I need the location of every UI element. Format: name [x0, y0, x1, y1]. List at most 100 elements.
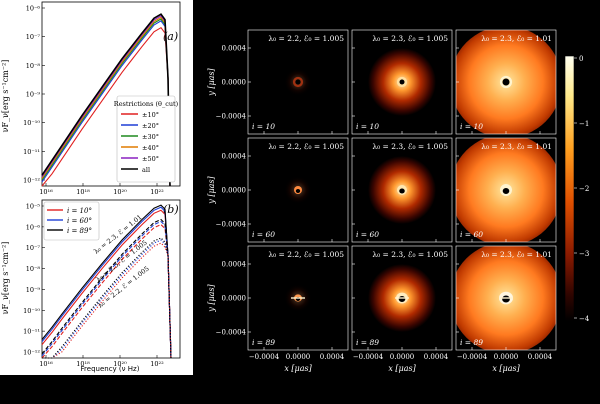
panel-b-ylabel: νF_ν[erg s⁻¹cm⁻²]: [1, 242, 10, 315]
legend-item-label: i = 10°: [67, 207, 92, 215]
grid-ytick: 0.0004: [222, 45, 247, 53]
grid-xtick: −0.0004: [457, 353, 488, 361]
panel-b-xlabel: Frequency (ν Hz): [81, 365, 140, 373]
grid-ytick: −0.0004: [216, 329, 247, 337]
colorbar-scale: [564, 55, 575, 322]
image-grid: y [μas] 0.0004 0.0000 −0.0004 y [μas] 0.0004 0…: [207, 29, 557, 373]
grid-ytick: 0.0000: [222, 187, 247, 195]
shadow: [399, 79, 405, 85]
grid-xtick: 0.0004: [528, 353, 553, 361]
colorbar-tick: −4: [579, 315, 590, 323]
grid-ytick: 0.0004: [222, 153, 247, 161]
panel-inclination: i = 89: [460, 338, 483, 347]
colorbar: 0 −1 −2 −3 −4 log₁₀(I/I₀): [564, 55, 599, 323]
panel-b-tag: (b): [163, 203, 179, 216]
panel-title: λ₀ = 2.2, ℰ₀ = 1.005: [268, 250, 344, 259]
panel-inclination: i = 89: [356, 338, 379, 347]
panel-inclination: i = 10: [460, 122, 483, 131]
ytick-label: 10⁻⁹: [26, 91, 41, 99]
grid-ytick: −0.0004: [216, 113, 247, 121]
xtick-label: 10²²: [150, 188, 164, 196]
ytick-label: 10⁻⁹: [26, 286, 41, 294]
panel-title: λ₀ = 2.3, ℰ₀ = 1.005: [372, 34, 448, 43]
grid-xtick: 0.0000: [390, 353, 415, 361]
panel-inclination: i = 10: [252, 122, 275, 131]
ytick-label: 10⁻⁵: [26, 203, 41, 211]
panel-title: λ₀ = 2.3, ℰ₀ = 1.01: [481, 34, 552, 43]
panel-b: 10⁻⁵ 10⁻⁶ 10⁻⁷ 10⁻⁸ 10⁻⁹ 10⁻¹⁰ 10⁻¹¹ 10⁻¹² 10¹⁶…: [0, 197, 193, 375]
legend-item-label: ±30°: [142, 133, 159, 141]
photon-ring: [396, 76, 408, 88]
panel-title: λ₀ = 2.2, ℰ₀ = 1.005: [268, 34, 344, 43]
shadow: [502, 188, 510, 194]
image-panel: λ₀ = 2.2, ℰ₀ = 1.005 i = 10: [247, 29, 349, 135]
panel-title: λ₀ = 2.3, ℰ₀ = 1.01: [481, 250, 552, 259]
shadow: [398, 296, 406, 302]
grid-ytick: 0.0004: [222, 261, 247, 269]
xtick-label: 10²⁰: [113, 188, 127, 196]
panel-b-series-line: [42, 239, 172, 359]
legend-item-label: i = 89°: [67, 227, 92, 235]
panel-inclination: i = 60: [252, 230, 275, 239]
grid-ylabel: y [μas]: [207, 67, 216, 96]
grid-xtick: 0.0004: [424, 353, 449, 361]
grid-xtick: −0.0004: [249, 353, 280, 361]
panel-b-series: [41, 204, 172, 359]
xtick-label: 10²²: [150, 360, 164, 368]
grid-xtick: 0.0000: [286, 353, 311, 361]
panel-a-legend: [116, 95, 176, 183]
shadow: [502, 295, 510, 303]
ytick-label: 10⁻¹²: [23, 177, 40, 185]
grid-xtick: 0.0000: [494, 353, 519, 361]
ytick-label: 10⁻¹¹: [23, 148, 40, 156]
panel-inclination: i = 89: [252, 338, 275, 347]
xtick-label: 10¹⁸: [76, 360, 90, 368]
image-panel: λ₀ = 2.2, ℰ₀ = 1.005 i = 60: [247, 137, 349, 243]
ytick-label: 10⁻⁷: [26, 33, 41, 41]
colorbar-tick: −2: [579, 185, 589, 193]
panel-b-legend-items: i = 10° i = 60° i = 89°: [47, 207, 92, 235]
ytick-label: 10⁻¹¹: [23, 328, 40, 336]
grid-ytick: −0.0004: [216, 221, 247, 229]
panel-title: λ₀ = 2.3, ℰ₀ = 1.005: [372, 250, 448, 259]
ytick-label: 10⁻⁷: [26, 244, 41, 252]
legend-item-label: ±20°: [142, 122, 159, 130]
legend-title: Restrictions (θ_cut): [114, 100, 179, 108]
ytick-label: 10⁻¹²: [23, 349, 40, 357]
xtick-label: 10¹⁶: [39, 360, 53, 368]
image-panel: λ₀ = 2.3, ℰ₀ = 1.005 i = 89: [351, 245, 453, 351]
panel-title: λ₀ = 2.2, ℰ₀ = 1.005: [268, 142, 344, 151]
panel-a: 10⁻⁶ 10⁻⁷ 10⁻⁸ 10⁻⁹ 10⁻¹⁰ 10⁻¹¹ 10⁻¹² 10¹⁶ 10¹⁸…: [0, 0, 193, 197]
grid-xlabel: x [μas]: [388, 364, 416, 373]
image-panel: λ₀ = 2.3, ℰ₀ = 1.005 i = 10: [351, 29, 453, 135]
colorbar-tick: 0: [579, 55, 583, 63]
colorbar-ticks: 0 −1 −2 −3 −4: [574, 55, 590, 323]
shadow: [295, 189, 301, 193]
shadow: [502, 78, 510, 86]
legend-item-label: ±10°: [142, 111, 159, 119]
legend-item-label: i = 60°: [67, 217, 92, 225]
panel-title: λ₀ = 2.3, ℰ₀ = 1.01: [481, 142, 552, 151]
panel-b-series-line: [42, 237, 172, 359]
panel-b-yticks: 10⁻⁵ 10⁻⁶ 10⁻⁷ 10⁻⁸ 10⁻⁹ 10⁻¹⁰ 10⁻¹¹ 10⁻¹²: [23, 203, 45, 357]
xtick-label: 10¹⁸: [76, 188, 90, 196]
ytick-label: 10⁻⁸: [26, 62, 41, 70]
xtick-label: 10¹⁶: [39, 188, 53, 196]
xtick-label: 10²⁰: [113, 360, 127, 368]
ytick-label: 10⁻⁸: [26, 265, 41, 273]
shadow: [399, 188, 405, 194]
panel-title: λ₀ = 2.3, ℰ₀ = 1.005: [372, 142, 448, 151]
grid-xlabel: x [μas]: [284, 364, 312, 373]
panel-inclination: i = 10: [356, 122, 379, 131]
panel-inclination: i = 60: [460, 230, 483, 239]
colorbar-tick: −1: [579, 120, 589, 128]
panel-a-yticks: 10⁻⁶ 10⁻⁷ 10⁻⁸ 10⁻⁹ 10⁻¹⁰ 10⁻¹¹ 10⁻¹²: [23, 5, 45, 185]
panel-inclination: i = 60: [356, 230, 379, 239]
photon-ring: [499, 75, 513, 89]
panel-a-xticks: 10¹⁶ 10¹⁸ 10²⁰ 10²²: [39, 183, 164, 196]
ytick-label: 10⁻¹⁰: [23, 307, 40, 315]
image-panel: λ₀ = 2.3, ℰ₀ = 1.01 i = 10: [455, 29, 557, 135]
photon-ring: [292, 76, 304, 88]
grid-ytick: 0.0000: [222, 295, 247, 303]
